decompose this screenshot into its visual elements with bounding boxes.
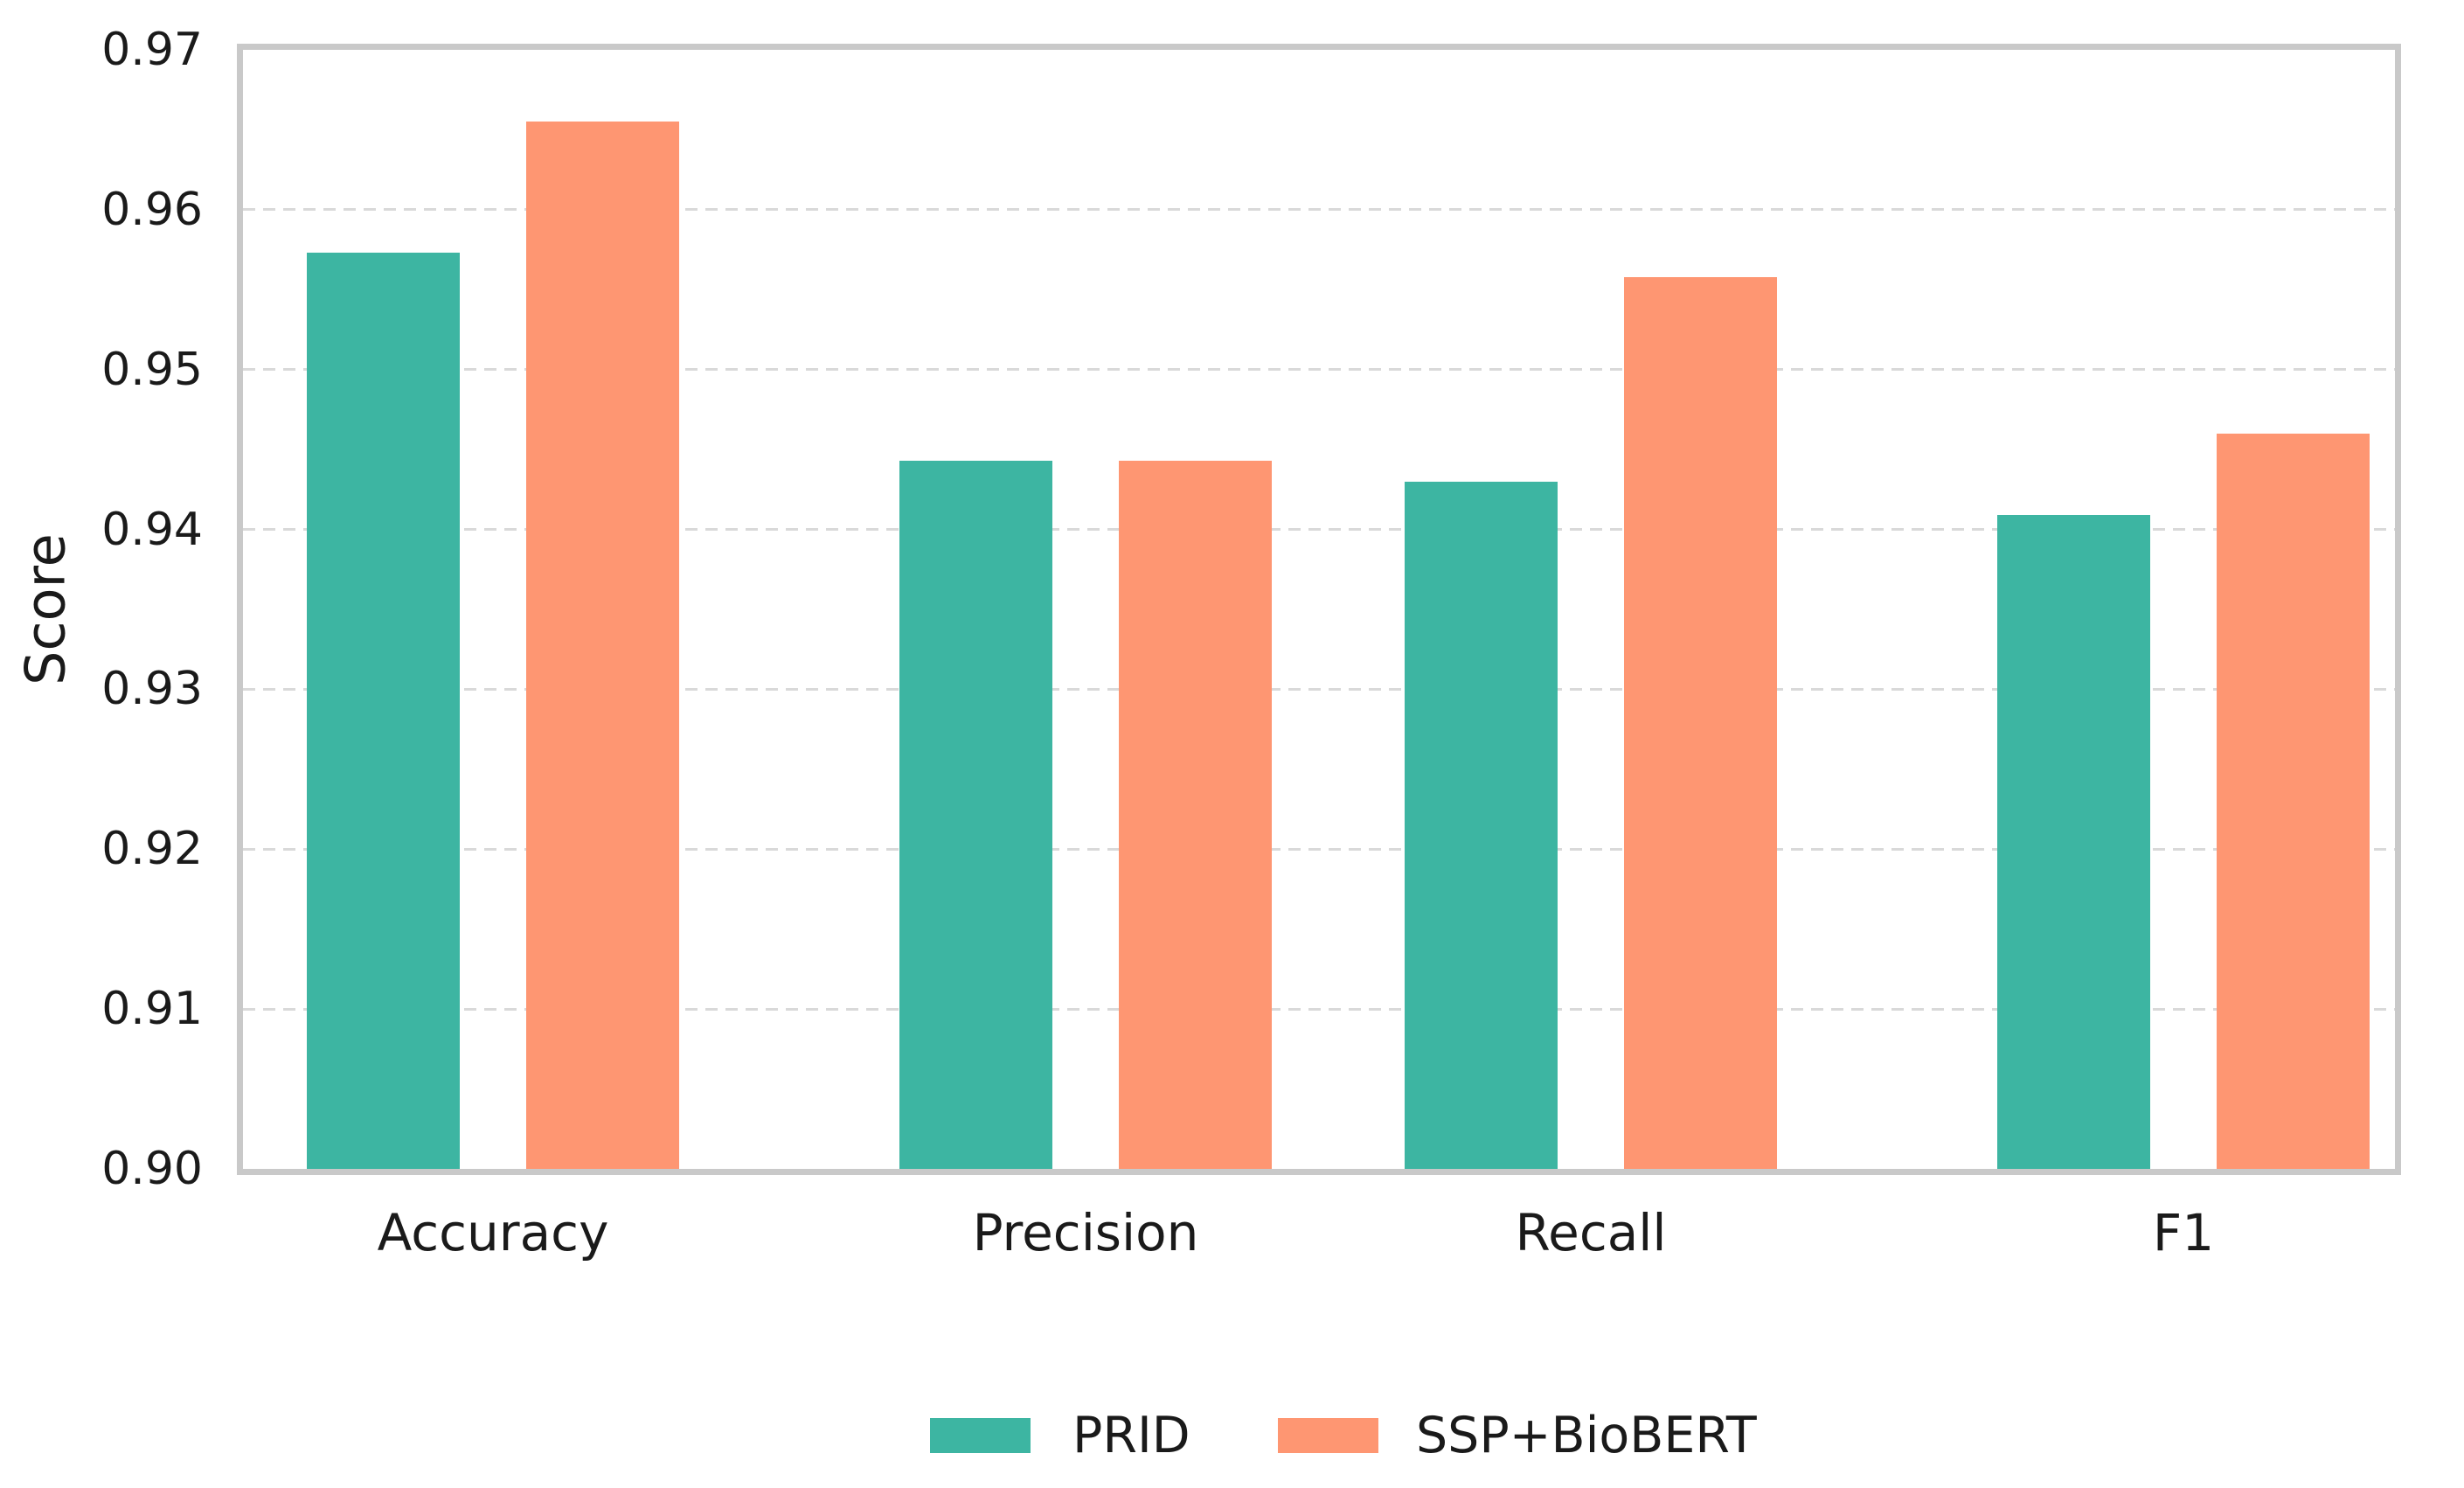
gridline-0.91 [243, 1007, 2395, 1011]
y-tick-label-0.93: 0.93 [101, 663, 203, 716]
plot-area [237, 44, 2401, 1175]
plot-inner [243, 50, 2395, 1169]
legend-label-prid: PRID [1072, 1407, 1190, 1464]
x-tick-label-f1: F1 [2152, 1203, 2215, 1262]
y-tick-label-0.96: 0.96 [101, 183, 203, 236]
legend-swatch-prid [930, 1418, 1031, 1453]
x-tick-label-accuracy: Accuracy [377, 1203, 609, 1262]
legend-label-ssp-biobert: SSP+BioBERT [1416, 1407, 1757, 1464]
bar-prid-f1 [1997, 515, 2150, 1169]
y-tick-label-0.94: 0.94 [101, 503, 203, 556]
x-tick-label-recall: Recall [1515, 1203, 1667, 1262]
bar-ssp-biobert-recall [1624, 276, 1777, 1169]
y-tick-label-0.95: 0.95 [101, 343, 203, 396]
gridline-0.92 [243, 847, 2395, 851]
bar-prid-accuracy [307, 253, 460, 1169]
bar-prid-recall [1405, 481, 1558, 1169]
x-tick-label-precision: Precision [972, 1203, 1199, 1262]
y-tick-label-0.91: 0.91 [101, 983, 203, 1036]
y-tick-label-0.97: 0.97 [101, 24, 203, 76]
y-tick-label-0.92: 0.92 [101, 823, 203, 876]
gridline-0.95 [243, 368, 2395, 372]
bar-prid-precision [899, 460, 1052, 1169]
gridline-0.93 [243, 687, 2395, 691]
bar-ssp-biobert-precision [1119, 460, 1272, 1169]
bar-ssp-biobert-f1 [2217, 433, 2370, 1169]
gridline-0.94 [243, 528, 2395, 532]
bar-ssp-biobert-accuracy [526, 122, 679, 1169]
y-tick-label-0.90: 0.90 [101, 1143, 203, 1195]
legend-swatch-ssp-biobert [1278, 1418, 1378, 1453]
gridline-0.96 [243, 208, 2395, 212]
